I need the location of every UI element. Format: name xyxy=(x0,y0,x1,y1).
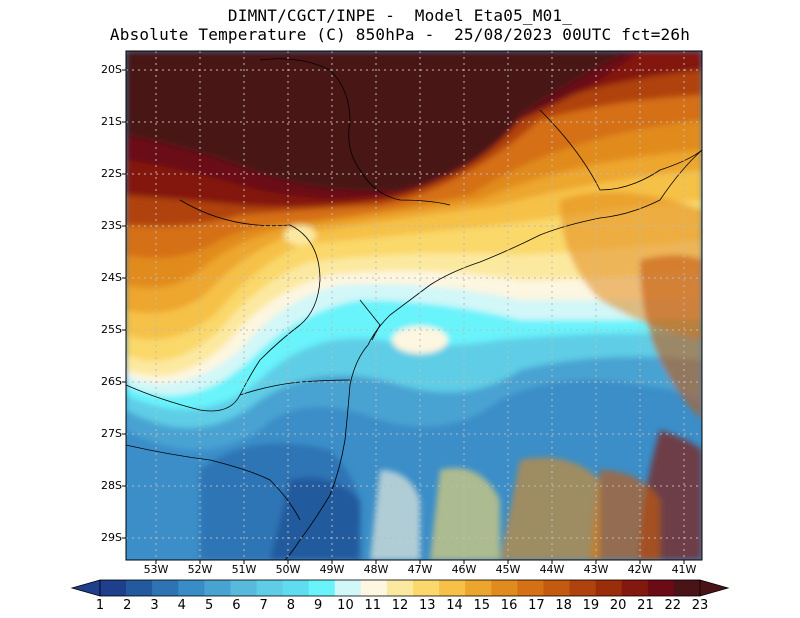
colorbar-label: 4 xyxy=(177,598,186,613)
lon-label: 46W xyxy=(451,563,477,576)
colorbar-label: 10 xyxy=(337,598,354,613)
colorbar-label: 13 xyxy=(418,598,436,613)
colorbar-lower-extend-arrow xyxy=(70,579,101,597)
colorbar-swatch xyxy=(465,580,492,596)
colorbar-label: 16 xyxy=(500,598,518,613)
lon-label: 51W xyxy=(231,563,257,576)
lon-label: 49W xyxy=(319,563,345,576)
colorbar-label: 20 xyxy=(609,598,627,613)
lon-label: 52W xyxy=(187,563,213,576)
lat-label: 29S xyxy=(101,531,122,544)
colorbar-label: 15 xyxy=(473,598,491,613)
colorbar-label: 11 xyxy=(364,598,381,613)
colorbar-swatch xyxy=(439,580,466,596)
lon-label: 45W xyxy=(495,563,521,576)
lon-label: 41W xyxy=(671,563,697,576)
colorbar-label: 2 xyxy=(123,598,132,613)
colorbar-swatch xyxy=(360,580,388,596)
lat-label: 21S xyxy=(101,115,122,128)
colorbar-swatch xyxy=(569,580,597,596)
colorbar-swatch xyxy=(152,580,179,596)
lat-label: 28S xyxy=(101,479,122,492)
colorbar-label: 12 xyxy=(391,598,409,613)
lat-lon-grid xyxy=(126,51,702,560)
colorbar-swatch xyxy=(308,580,336,596)
colorbar-swatch xyxy=(256,580,284,596)
colorbar-swatch xyxy=(517,580,544,596)
colorbar-swatch xyxy=(126,580,153,596)
colorbar-swatch xyxy=(334,580,362,596)
temperature-field xyxy=(126,51,702,560)
colorbar-swatch xyxy=(621,580,649,596)
colorbar-frame xyxy=(99,579,701,597)
colorbar-label: 14 xyxy=(446,598,463,613)
lon-label: 50W xyxy=(275,563,301,576)
colorbar-label: 8 xyxy=(286,598,296,613)
lat-label: 25S xyxy=(101,323,122,336)
colorbar-swatch xyxy=(491,580,518,596)
colorbar-label: 1 xyxy=(95,598,105,613)
colorbar-label: 19 xyxy=(582,598,600,613)
colorbar-upper-extend-arrow xyxy=(699,579,730,597)
lon-label: 48W xyxy=(363,563,389,576)
plot-frame xyxy=(125,50,703,561)
lon-label: 44W xyxy=(539,563,565,576)
colorbar-swatch xyxy=(673,580,701,596)
lon-label: 43W xyxy=(583,563,609,576)
colorbar-swatch xyxy=(386,580,414,596)
colorbar xyxy=(70,579,730,597)
colorbar-swatch xyxy=(178,580,205,596)
chart-title-line2: Absolute Temperature (C) 850hPa - 25/08/… xyxy=(109,25,691,44)
coastline-and-borders xyxy=(126,58,702,560)
colorbar-label: 7 xyxy=(259,598,268,613)
colorbar-swatch xyxy=(647,580,675,596)
chart-title-line1: DIMNT/CGCT/INPE - Model Eta05_M01_ xyxy=(227,6,573,25)
colorbar-label: 3 xyxy=(150,598,159,613)
lon-label: 42W xyxy=(627,563,653,576)
colorbar-label: 22 xyxy=(664,598,681,613)
colorbar-label: 17 xyxy=(528,598,545,613)
colorbar-label: 23 xyxy=(691,598,709,613)
lat-label: 24S xyxy=(101,271,122,284)
colorbar-label: 5 xyxy=(204,598,214,613)
lat-label: 22S xyxy=(101,167,122,180)
lon-label: 47W xyxy=(407,563,433,576)
colorbar-swatch xyxy=(543,580,571,596)
lat-label: 27S xyxy=(101,427,122,440)
lon-label: 53W xyxy=(143,563,169,576)
colorbar-swatch xyxy=(595,580,623,596)
colorbar-label: 18 xyxy=(555,598,572,613)
colorbar-label: 9 xyxy=(314,598,323,613)
colorbar-label: 6 xyxy=(232,598,241,613)
axis-ticks xyxy=(122,69,685,564)
colorbar-swatch xyxy=(100,580,127,596)
lat-label: 23S xyxy=(101,219,122,232)
colorbar-swatch xyxy=(413,580,440,596)
colorbar-swatch xyxy=(230,580,258,596)
colorbar-label: 21 xyxy=(637,598,654,613)
lat-label: 26S xyxy=(101,375,122,388)
lat-label: 20S xyxy=(101,63,122,76)
colorbar-swatch xyxy=(282,580,310,596)
colorbar-swatch xyxy=(204,580,231,596)
